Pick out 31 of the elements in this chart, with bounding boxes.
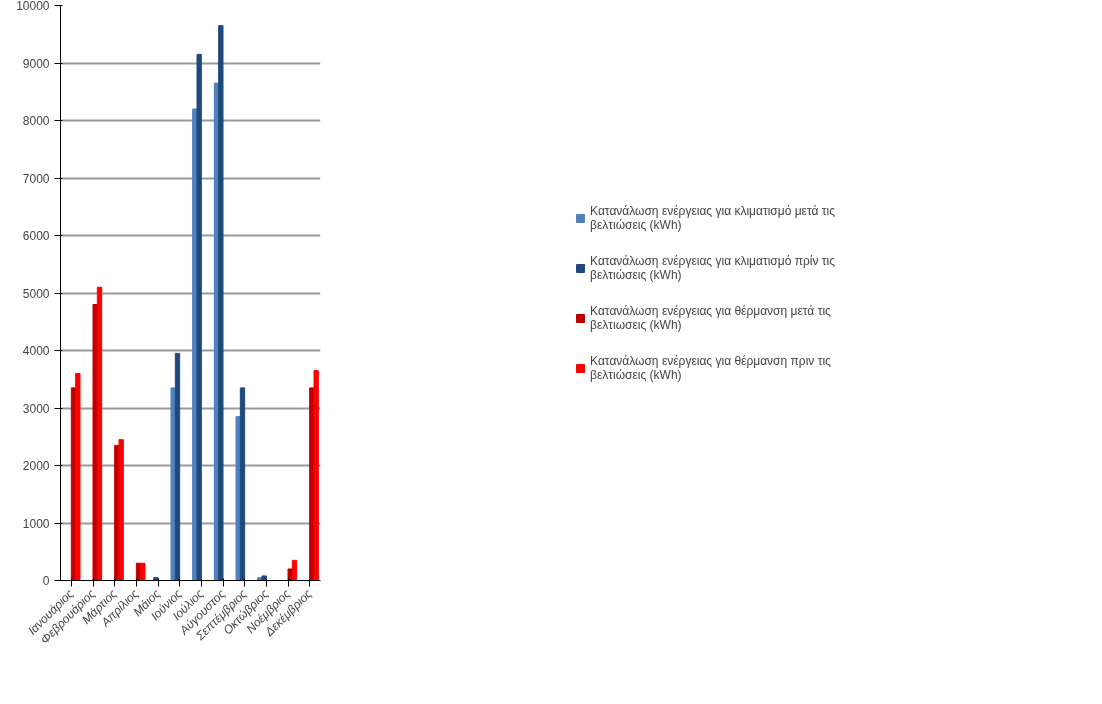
bar <box>218 25 224 581</box>
bar <box>118 439 124 581</box>
y-tick-label: 3000 <box>22 401 50 416</box>
bar <box>313 370 319 581</box>
bar <box>140 562 146 581</box>
y-tick-label: 5000 <box>22 286 50 301</box>
y-tick-label: 1000 <box>22 516 50 531</box>
bar <box>261 575 267 581</box>
bar <box>174 352 181 581</box>
y-tick-label: 0 <box>42 574 50 588</box>
bar <box>235 416 241 581</box>
legend-label: Κατανάλωση ενέργειας για κλιματισμό μετά τις βελτιώσεις (kWh) <box>590 203 835 232</box>
bar <box>196 53 202 581</box>
bar <box>291 559 298 581</box>
legend-label: Κατανάλωση ενέργειας για θέρμανση πριν τις βελτιώσεις (kWh) <box>590 353 831 382</box>
y-tick-label: 6000 <box>22 229 50 243</box>
bar <box>170 387 176 581</box>
y-tick-label: 10000 <box>16 0 50 13</box>
bar <box>153 577 159 581</box>
bar <box>239 387 246 581</box>
y-tick-label: 8000 <box>22 114 50 128</box>
bar <box>92 304 98 581</box>
legend-label: Κατανάλωση ενέργειας για θέρμανση μετά τις βελτιωσεις (kWh) <box>590 303 831 332</box>
y-tick-label: 4000 <box>22 344 50 358</box>
y-tick-label: 9000 <box>22 56 50 71</box>
legend-label: Κατανάλωση ενέργειας για κλιματισμό πρίν τις βελτιώσεις (kWh) <box>590 253 835 282</box>
bar <box>287 568 293 581</box>
bar <box>75 373 81 581</box>
y-tick-label: 2000 <box>22 459 50 473</box>
bar <box>96 286 103 581</box>
y-tick-label: 7000 <box>22 171 50 186</box>
